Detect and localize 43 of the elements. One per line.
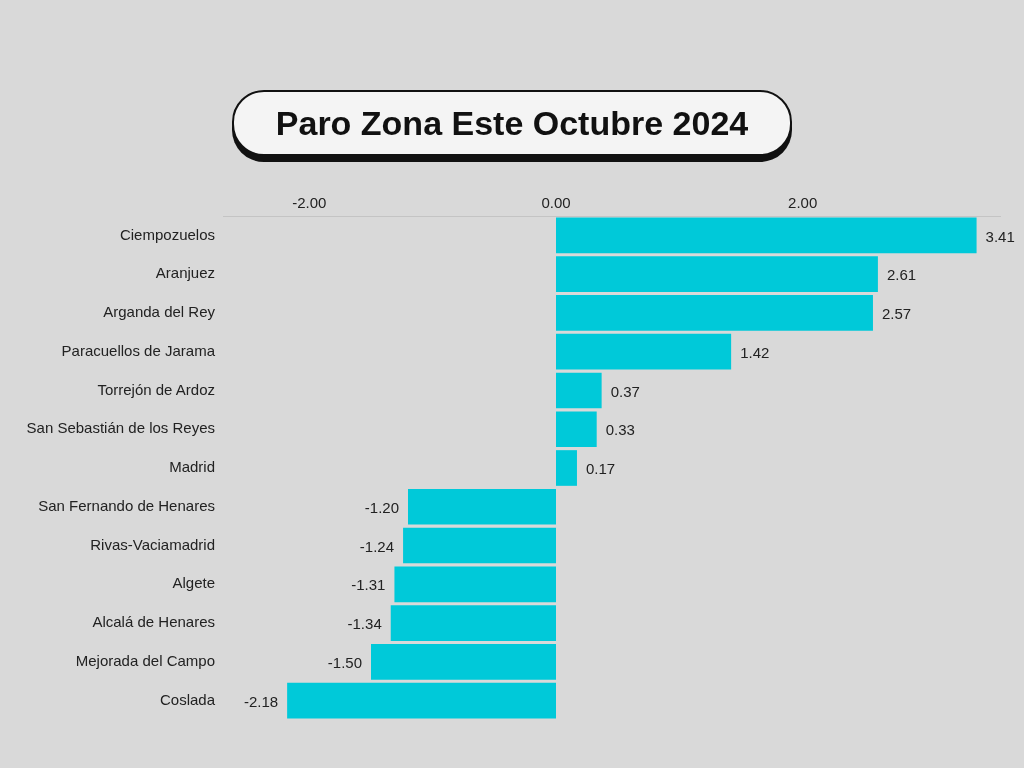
bar bbox=[556, 217, 977, 254]
x-tick-label: 2.00 bbox=[788, 194, 818, 212]
bar bbox=[371, 644, 556, 680]
bar bbox=[403, 527, 556, 564]
data-label: 0.17 bbox=[585, 460, 616, 478]
y-tick-label: San Sebastián de los Reyes bbox=[26, 419, 215, 437]
data-label: -1.24 bbox=[359, 537, 395, 555]
data-label: 3.41 bbox=[985, 227, 1015, 245]
bar bbox=[408, 488, 556, 525]
data-label: 1.42 bbox=[740, 343, 770, 361]
y-tick-label: Mejorada del Campo bbox=[75, 651, 215, 669]
data-label: -1.20 bbox=[364, 498, 399, 516]
y-tick-label: Ciempozuelos bbox=[119, 225, 215, 243]
data-label: -1.34 bbox=[347, 615, 382, 633]
data-label: 0.37 bbox=[610, 382, 640, 400]
data-label: 0.33 bbox=[605, 421, 635, 439]
y-tick-label: Madrid bbox=[169, 458, 215, 476]
bar bbox=[556, 411, 597, 448]
bar bbox=[394, 566, 556, 603]
x-tick-label: -2.00 bbox=[292, 194, 327, 212]
y-tick-label: Rivas-Vaciamadrid bbox=[90, 535, 215, 553]
bar bbox=[287, 682, 556, 719]
data-label: -2.18 bbox=[243, 692, 279, 710]
y-tick-label: Coslada bbox=[159, 690, 216, 708]
data-label: -1.31 bbox=[351, 576, 386, 594]
bar bbox=[556, 295, 873, 331]
data-label: -1.50 bbox=[327, 653, 362, 671]
bar bbox=[556, 333, 732, 370]
data-label: 2.61 bbox=[886, 266, 917, 284]
y-tick-label: San Fernando de Henares bbox=[38, 496, 215, 514]
y-tick-label: Aranjuez bbox=[155, 264, 215, 282]
bar bbox=[556, 450, 577, 486]
y-tick-label: Arganda del Rey bbox=[103, 303, 216, 321]
chart-title: Paro Zona Este Octubre 2024 bbox=[232, 90, 792, 156]
x-tick-label: 0.00 bbox=[541, 194, 571, 212]
bar bbox=[390, 605, 556, 641]
y-tick-label: Alcalá de Henares bbox=[92, 613, 215, 631]
y-tick-label: Algete bbox=[172, 574, 215, 592]
y-tick-label: Paracuellos de Jarama bbox=[61, 341, 216, 359]
bar bbox=[556, 372, 602, 409]
y-tick-label: Torrejón de Ardoz bbox=[97, 380, 215, 398]
data-label: 2.57 bbox=[881, 305, 912, 323]
bar bbox=[556, 256, 878, 292]
